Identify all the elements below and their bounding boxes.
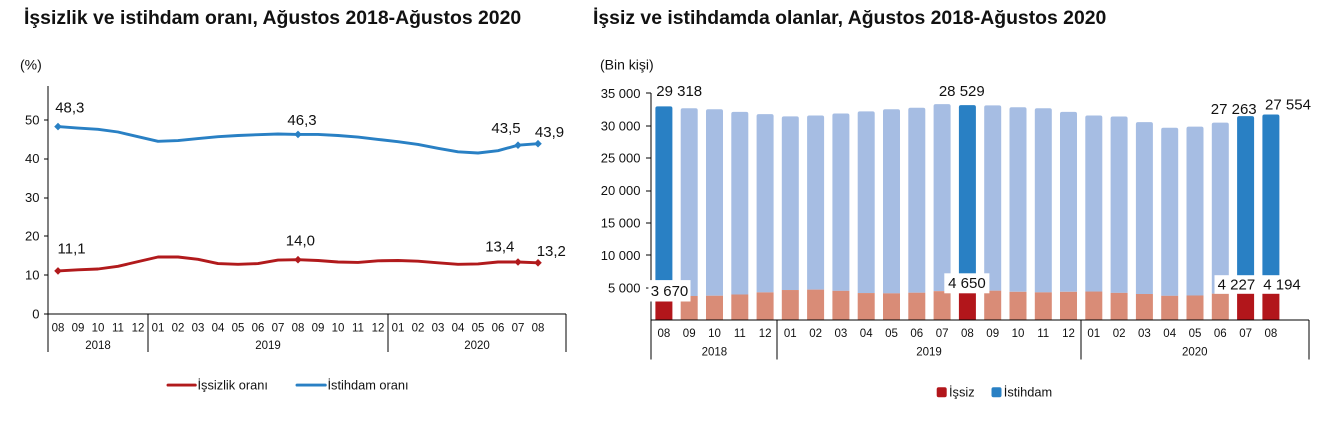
svg-text:06: 06 — [1214, 328, 1227, 340]
svg-text:50: 50 — [25, 112, 39, 127]
svg-text:30 000: 30 000 — [601, 118, 641, 133]
svg-text:07: 07 — [936, 328, 949, 340]
svg-text:05: 05 — [885, 328, 898, 340]
svg-text:09: 09 — [72, 322, 85, 334]
svg-text:01: 01 — [784, 328, 797, 340]
svg-text:43,9: 43,9 — [535, 124, 564, 141]
svg-text:02: 02 — [809, 328, 822, 340]
svg-text:09: 09 — [683, 328, 696, 340]
svg-text:29 318: 29 318 — [656, 83, 702, 100]
svg-text:15 000: 15 000 — [601, 216, 641, 231]
svg-text:03: 03 — [835, 328, 848, 340]
svg-text:07: 07 — [1239, 328, 1252, 340]
svg-text:2020: 2020 — [464, 340, 490, 352]
svg-text:İşsiz: İşsiz — [949, 384, 975, 399]
svg-text:04: 04 — [212, 322, 225, 334]
svg-text:07: 07 — [272, 322, 285, 334]
svg-text:11: 11 — [112, 322, 124, 334]
svg-text:11: 11 — [734, 328, 746, 340]
svg-text:2019: 2019 — [916, 347, 942, 359]
svg-text:İşsizlik oranı: İşsizlik oranı — [198, 378, 268, 393]
svg-text:06: 06 — [252, 322, 265, 334]
svg-text:01: 01 — [1087, 328, 1100, 340]
svg-text:04: 04 — [452, 322, 465, 334]
svg-text:13,2: 13,2 — [537, 243, 566, 260]
svg-text:04: 04 — [1163, 328, 1176, 340]
svg-text:10: 10 — [1012, 328, 1025, 340]
svg-text:10: 10 — [25, 268, 39, 283]
svg-text:4 227: 4 227 — [1218, 276, 1256, 293]
svg-text:09: 09 — [312, 322, 325, 334]
svg-text:12: 12 — [372, 322, 385, 334]
svg-text:10: 10 — [92, 322, 105, 334]
svg-text:07: 07 — [512, 322, 525, 334]
svg-text:04: 04 — [860, 328, 873, 340]
svg-text:02: 02 — [172, 322, 185, 334]
svg-text:10 000: 10 000 — [601, 248, 641, 263]
svg-text:05: 05 — [472, 322, 485, 334]
svg-text:03: 03 — [192, 322, 205, 334]
svg-text:İstihdam oranı: İstihdam oranı — [328, 378, 409, 393]
svg-text:2020: 2020 — [1182, 347, 1208, 359]
svg-text:İşsiz ve istihdamda olanlar, A: İşsiz ve istihdamda olanlar, Ağustos 201… — [593, 6, 1106, 29]
svg-text:2018: 2018 — [85, 340, 111, 352]
svg-text:08: 08 — [292, 322, 305, 334]
svg-text:02: 02 — [412, 322, 425, 334]
svg-text:4 194: 4 194 — [1263, 276, 1301, 293]
svg-text:12: 12 — [132, 322, 145, 334]
svg-text:3 670: 3 670 — [651, 283, 689, 300]
svg-text:43,5: 43,5 — [491, 120, 520, 137]
svg-text:09: 09 — [986, 328, 999, 340]
svg-text:İşsizlik ve istihdam oranı, Ağ: İşsizlik ve istihdam oranı, Ağustos 2018… — [24, 6, 521, 29]
svg-text:08: 08 — [52, 322, 65, 334]
svg-text:2019: 2019 — [255, 340, 281, 352]
svg-text:4 650: 4 650 — [948, 275, 986, 292]
svg-text:08: 08 — [961, 328, 974, 340]
svg-text:08: 08 — [532, 322, 545, 334]
svg-text:2018: 2018 — [702, 347, 728, 359]
svg-text:06: 06 — [492, 322, 505, 334]
svg-text:12: 12 — [759, 328, 772, 340]
svg-text:20: 20 — [25, 229, 39, 244]
svg-text:03: 03 — [432, 322, 445, 334]
svg-text:02: 02 — [1113, 328, 1126, 340]
svg-text:11: 11 — [1037, 328, 1049, 340]
svg-text:46,3: 46,3 — [287, 112, 316, 129]
svg-text:40: 40 — [25, 151, 39, 166]
svg-text:08: 08 — [658, 328, 671, 340]
svg-text:35 000: 35 000 — [601, 86, 641, 101]
svg-text:14,0: 14,0 — [286, 233, 315, 250]
svg-text:(%): (%) — [20, 57, 42, 73]
svg-text:12: 12 — [1062, 328, 1075, 340]
svg-text:11: 11 — [352, 322, 364, 334]
svg-text:10: 10 — [332, 322, 345, 334]
svg-text:05: 05 — [232, 322, 245, 334]
svg-text:10: 10 — [708, 328, 721, 340]
svg-text:27 554: 27 554 — [1265, 96, 1311, 113]
svg-text:5 000: 5 000 — [608, 280, 641, 295]
svg-text:48,3: 48,3 — [55, 99, 84, 116]
svg-text:İstihdam: İstihdam — [1004, 384, 1052, 399]
svg-text:(Bin kişi): (Bin kişi) — [600, 57, 654, 73]
svg-text:01: 01 — [392, 322, 405, 334]
svg-text:08: 08 — [1265, 328, 1278, 340]
svg-text:03: 03 — [1138, 328, 1151, 340]
svg-text:25 000: 25 000 — [601, 151, 641, 166]
svg-text:11,1: 11,1 — [58, 240, 86, 257]
svg-text:06: 06 — [910, 328, 923, 340]
svg-text:01: 01 — [152, 322, 165, 334]
svg-text:05: 05 — [1189, 328, 1202, 340]
svg-text:13,4: 13,4 — [485, 238, 514, 255]
svg-text:27 263: 27 263 — [1211, 101, 1257, 118]
svg-text:28 529: 28 529 — [939, 83, 985, 100]
svg-text:0: 0 — [32, 306, 39, 321]
svg-text:20 000: 20 000 — [601, 183, 641, 198]
svg-text:30: 30 — [25, 190, 39, 205]
